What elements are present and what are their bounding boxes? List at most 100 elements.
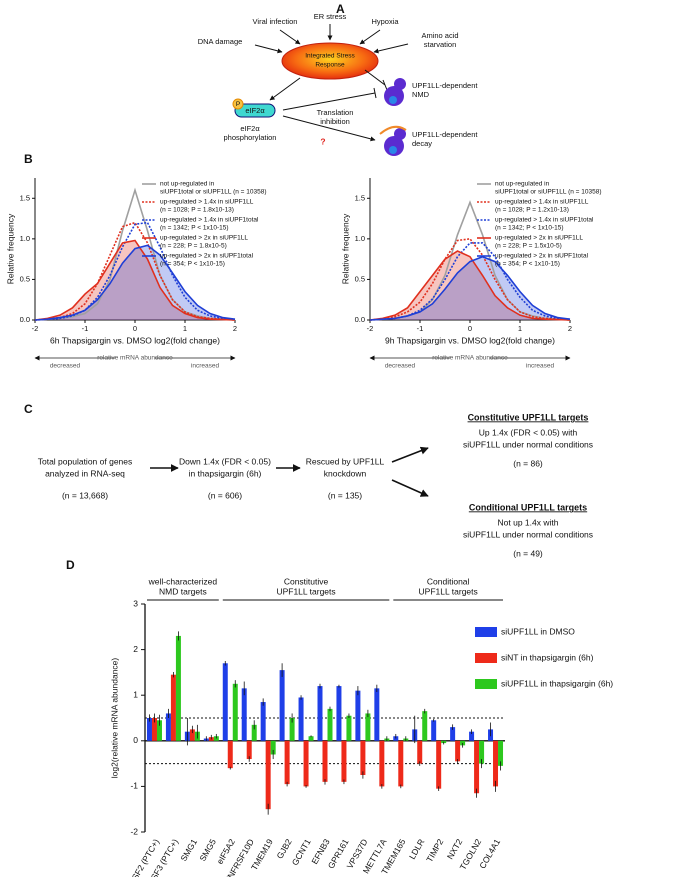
bar bbox=[436, 740, 442, 789]
stress-label: Viral infection bbox=[253, 17, 298, 26]
arrow bbox=[391, 446, 429, 463]
density-area bbox=[370, 256, 570, 320]
x-tick-label: GCNT1 bbox=[290, 837, 313, 867]
eif2a-caption: phosphorylation bbox=[224, 133, 277, 142]
y-tick-label: 1.5 bbox=[355, 193, 365, 202]
bar bbox=[246, 740, 252, 760]
phospho-badge bbox=[232, 98, 244, 110]
bar bbox=[279, 670, 285, 741]
legend-swatch bbox=[475, 653, 497, 663]
y-tick-label: -2 bbox=[130, 826, 138, 836]
bar bbox=[417, 740, 423, 764]
x-tick-label: -2 bbox=[367, 324, 374, 333]
legend-label: up-regulated > 1.4x in siUPF1total bbox=[495, 217, 594, 224]
x-tick-label: 0 bbox=[468, 324, 472, 333]
stress-label: DNA damage bbox=[198, 37, 243, 46]
legend-label: up-regulated > 1.4x in siUPF1total bbox=[160, 217, 259, 224]
x-axis-label: 9h Thapsigargin vs. DMSO log2(fold chang… bbox=[385, 335, 555, 345]
y-tick-label: 0.5 bbox=[20, 274, 30, 283]
bar bbox=[498, 740, 504, 766]
outcome-text: siUPF1LL under normal conditions bbox=[463, 439, 593, 449]
x-tick-label: 1 bbox=[518, 324, 522, 333]
legend-label: up-regulated > 1.4x in siUPF1LL bbox=[495, 199, 589, 206]
outcome-text: Not up 1.4x with bbox=[498, 517, 559, 527]
legend-detail: (n = 354; P < 1x10-15) bbox=[495, 261, 560, 268]
note: decreased bbox=[50, 363, 81, 370]
bar bbox=[322, 740, 328, 782]
legend-swatch bbox=[475, 627, 497, 637]
nmd-label: NMD bbox=[412, 90, 430, 99]
bar bbox=[398, 740, 404, 787]
inhibit-arrow bbox=[364, 69, 388, 91]
arrow bbox=[279, 29, 301, 45]
density-line bbox=[369, 255, 571, 321]
density-line bbox=[34, 244, 236, 321]
y-axis-label: log2(relative mRNA abundance) bbox=[109, 658, 119, 779]
eif2a-caption: eIF2α bbox=[240, 124, 260, 133]
bar bbox=[227, 740, 233, 769]
diagram-a: Integrated Stress Response Viral infecti… bbox=[198, 12, 478, 156]
flow-node: Total population of genes bbox=[38, 456, 133, 466]
bar bbox=[251, 724, 257, 741]
bar bbox=[156, 720, 162, 741]
bar bbox=[336, 686, 342, 741]
arrow bbox=[282, 115, 376, 142]
density-line bbox=[34, 239, 236, 321]
group-label: well-characterized bbox=[148, 576, 218, 586]
bar bbox=[455, 740, 461, 762]
y-tick-label: 0 bbox=[133, 735, 138, 745]
bar bbox=[374, 688, 380, 741]
y-tick-label: 1 bbox=[133, 689, 138, 699]
arrow bbox=[254, 44, 283, 54]
density-line bbox=[34, 221, 236, 321]
bar bbox=[355, 690, 361, 741]
density-line bbox=[369, 250, 571, 321]
arrow bbox=[391, 479, 429, 497]
group-label: UPF1LL targets bbox=[276, 586, 335, 596]
bar bbox=[422, 711, 428, 741]
x-tick-label: -2 bbox=[32, 324, 39, 333]
bar bbox=[450, 727, 456, 741]
note: increased bbox=[526, 363, 555, 370]
legend-swatch bbox=[475, 679, 497, 689]
isr-ellipse bbox=[281, 42, 379, 80]
diagram-c: Total population of genes analyzed in RN… bbox=[38, 412, 593, 558]
flow-node: in thapsigargin (6h) bbox=[189, 468, 262, 478]
y-tick-label: 1.0 bbox=[20, 234, 30, 243]
legend-detail: siUPF1total or siUPF1LL (n = 10358) bbox=[495, 189, 602, 196]
legend-label: siUPF1LL in thapsigargin (6h) bbox=[501, 678, 613, 688]
y-tick-label: 0.5 bbox=[355, 274, 365, 283]
bar bbox=[469, 731, 475, 741]
isr-label: Integrated Stress bbox=[305, 53, 355, 60]
bar bbox=[289, 718, 295, 741]
x-tick-label: SMG1 bbox=[178, 837, 199, 863]
flow-node: Down 1.4x (FDR < 0.05) bbox=[179, 456, 271, 466]
eif2a-label: eIF2α bbox=[245, 106, 265, 115]
x-tick-label: GJB2 bbox=[274, 837, 293, 861]
y-tick-label: 1.5 bbox=[20, 193, 30, 202]
bar bbox=[232, 683, 238, 741]
x-tick-label: LDLR bbox=[407, 837, 427, 861]
group-label: Conditional bbox=[427, 576, 470, 586]
bar bbox=[474, 740, 480, 794]
stress-label: Amino acid bbox=[421, 31, 458, 40]
stress-label: starvation bbox=[424, 40, 457, 49]
flow-node: (n = 135) bbox=[328, 490, 362, 500]
flow-node: Rescued by UPF1LL bbox=[306, 456, 385, 466]
bar bbox=[146, 718, 152, 741]
stress-label: ER stress bbox=[314, 12, 347, 21]
x-tick-label: TIMP2 bbox=[424, 837, 445, 864]
eif2a-pill bbox=[234, 103, 276, 118]
y-tick-label: -1 bbox=[130, 781, 138, 791]
legend-detail: (n = 228; P = 1.5x10-5) bbox=[495, 243, 562, 250]
bar bbox=[431, 720, 437, 741]
x-tick-label: 2 bbox=[233, 324, 237, 333]
legend-label: up-regulated > 2x in siUPF1LL bbox=[495, 235, 583, 242]
arrow bbox=[373, 43, 409, 54]
flow-node: analyzed in RNA-seq bbox=[45, 468, 125, 478]
outcome-title: Constitutive UPF1LL targets bbox=[468, 412, 589, 422]
legend-detail: (n = 1028; P = 1.2x10-13) bbox=[495, 207, 569, 214]
y-tick-label: 3 bbox=[133, 598, 138, 608]
panel-label: C bbox=[24, 402, 33, 416]
